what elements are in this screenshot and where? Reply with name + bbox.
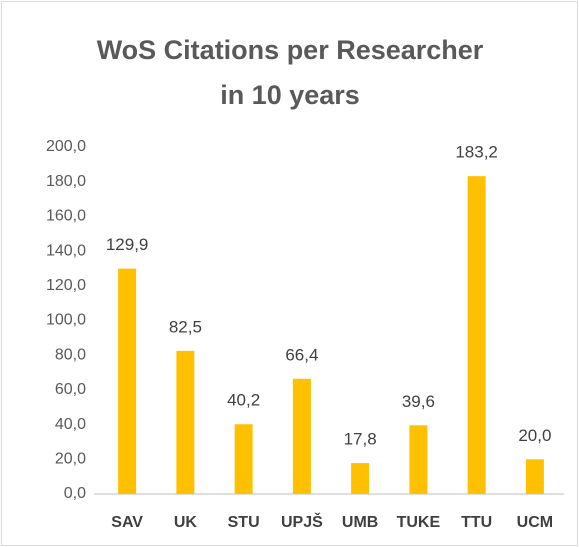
data-label: 82,5: [169, 317, 202, 336]
data-label: 17,8: [344, 430, 377, 449]
y-tick-label: 200,0: [46, 138, 86, 155]
x-tick-label: UPJŠ: [281, 512, 323, 531]
bar: [525, 459, 544, 494]
y-tick-label: 40,0: [55, 416, 86, 433]
chart-title: WoS Citations per Researcher in 10 years: [96, 35, 484, 110]
y-tick-label: 0,0: [64, 485, 86, 502]
bar: [176, 350, 195, 494]
bar: [292, 378, 311, 494]
y-tick-label: 100,0: [46, 312, 86, 329]
y-tick-label: 60,0: [55, 381, 86, 398]
data-label: 20,0: [518, 426, 551, 445]
x-tick-label: UMB: [342, 514, 378, 531]
data-label: 66,4: [285, 345, 318, 364]
y-tick-label: 20,0: [55, 451, 86, 468]
x-tick-label: STU: [228, 514, 260, 531]
y-tick-label: 160,0: [46, 208, 86, 225]
x-tick-label: TTU: [461, 514, 492, 531]
bar: [234, 424, 253, 494]
y-tick-label: 120,0: [46, 277, 86, 294]
x-tick-label: TUKE: [397, 514, 441, 531]
y-tick-label: 140,0: [46, 242, 86, 259]
bar: [409, 425, 428, 494]
bar: [467, 176, 486, 494]
x-tick-label: UK: [174, 514, 198, 531]
data-label: 129,9: [106, 235, 149, 254]
data-label: 183,2: [455, 143, 498, 162]
bar: [351, 463, 370, 494]
x-tick-label: UCM: [517, 514, 553, 531]
data-label: 39,6: [402, 392, 435, 411]
y-tick-label: 180,0: [46, 173, 86, 190]
y-tick-label: 80,0: [55, 346, 86, 363]
bar: [118, 268, 137, 494]
data-label: 40,2: [227, 391, 260, 410]
x-tick-label: SAV: [111, 514, 143, 531]
